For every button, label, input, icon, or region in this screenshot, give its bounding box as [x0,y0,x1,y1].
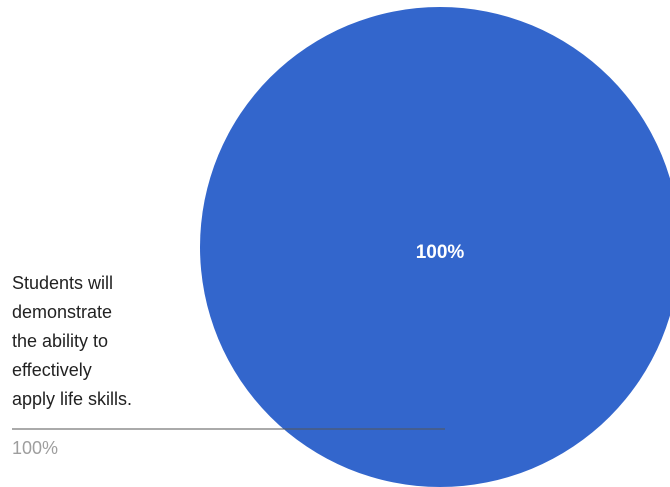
legend-label-line-5: apply life skills. [12,389,132,409]
legend-label-line-3: the ability to [12,331,108,351]
legend-label-line-1: Students will [12,273,113,293]
pie-slices [200,7,670,487]
pie-slice-0 [200,7,670,487]
legend-percent: 100% [12,438,58,458]
slice-percent-label: 100% [416,242,465,263]
legend-label-line-4: effectively [12,360,92,380]
legend-label-line-2: demonstrate [12,302,112,322]
legend: Students will demonstrate the ability to… [12,273,132,458]
